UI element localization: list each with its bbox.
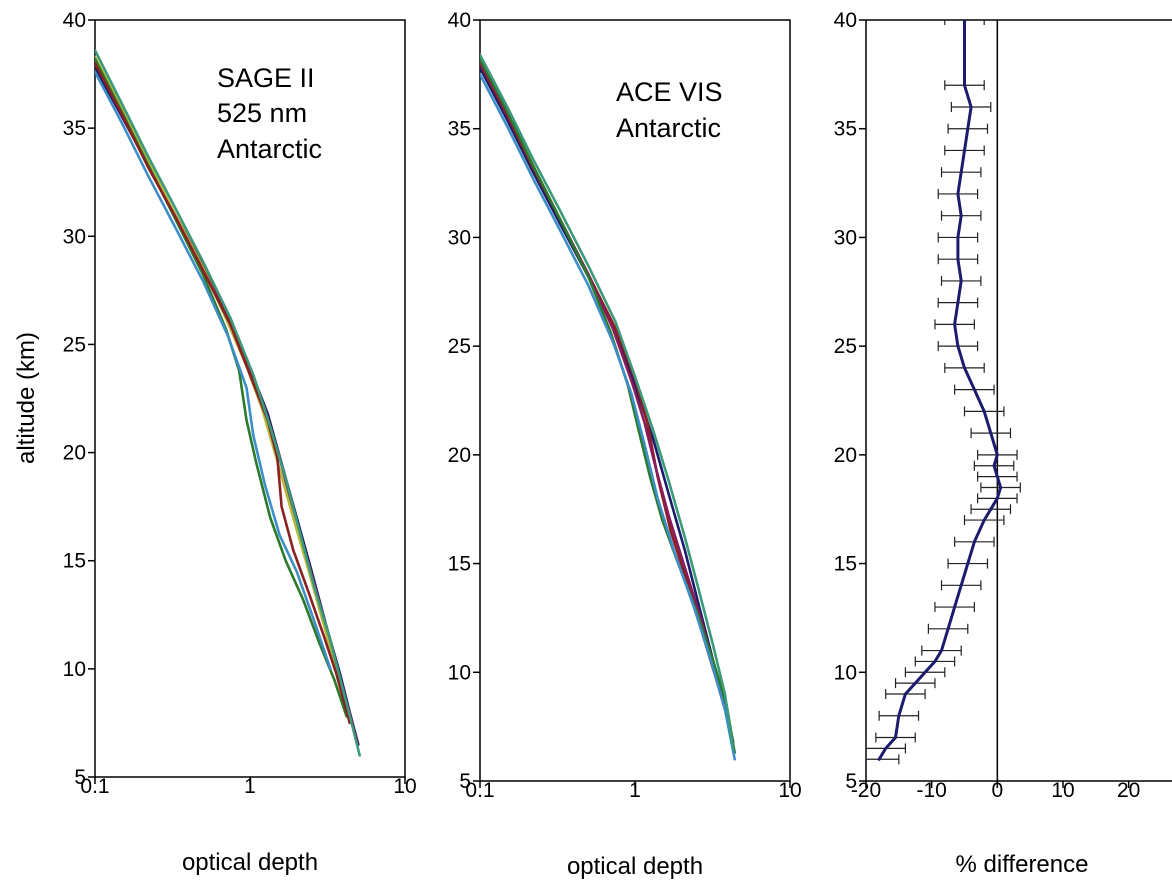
y-axis: 5 10 15 20 25 30 35 40 xyxy=(834,9,866,793)
y-axis: 5 10 15 20 25 30 35 40 xyxy=(448,9,480,793)
series-line-4 xyxy=(480,57,737,755)
y-tick-label: 40 xyxy=(448,9,471,32)
x-axis: 0.1 1 10 xyxy=(80,775,416,798)
series-line-2 xyxy=(480,62,732,728)
x-tick-label: 0.1 xyxy=(465,779,494,802)
series-group xyxy=(877,20,1003,761)
annotation-line-2: 525 nm xyxy=(217,98,307,128)
series-line-3 xyxy=(480,59,730,722)
series-line-7 xyxy=(95,48,362,757)
x-tick-label: 20 xyxy=(1117,779,1140,802)
y-tick-label: 30 xyxy=(63,225,86,248)
y-tick-label: 10 xyxy=(63,658,86,681)
annotation-line-3: Antarctic xyxy=(217,134,322,164)
x-tick-label: 1 xyxy=(629,779,641,802)
y-tick-label: 15 xyxy=(834,553,857,576)
panel-percent-difference: 5 10 15 20 25 30 35 40 -20 -10 0 10 20 30 40 % differ… xyxy=(834,9,1172,878)
y-tick-label: 15 xyxy=(448,553,471,576)
series-line-1 xyxy=(480,66,735,744)
panel-sage-ii: 5 10 15 20 25 30 35 40 0.1 1 10 SAGE II 525 nm An… xyxy=(13,9,417,876)
series-line-5 xyxy=(480,73,737,761)
y-tick-label: 30 xyxy=(448,226,471,249)
x-tick-label: 10 xyxy=(778,779,801,802)
series-group xyxy=(480,53,737,761)
y-tick-label: 40 xyxy=(834,9,857,32)
y-tick-label: 5 xyxy=(74,766,86,789)
y-tick-label: 35 xyxy=(63,117,86,140)
x-axis-label: optical depth xyxy=(182,849,318,876)
y-tick-label: 25 xyxy=(448,335,471,358)
annotation-line-2: Antarctic xyxy=(616,113,721,143)
y-tick-label: 20 xyxy=(834,444,857,467)
y-tick-label: 40 xyxy=(63,9,86,32)
series-line-1 xyxy=(877,20,1003,761)
x-axis-label: optical depth xyxy=(567,853,703,880)
x-tick-label: 10 xyxy=(393,775,416,798)
y-tick-label: 25 xyxy=(834,335,857,358)
panel-ace-vis: 5 10 15 20 25 30 35 40 0.1 1 10 ACE VIS Antarctic… xyxy=(448,9,802,880)
y-tick-label: 35 xyxy=(834,118,857,141)
y-tick-label: 15 xyxy=(63,550,86,573)
y-tick-label: 25 xyxy=(63,333,86,356)
x-axis-label: % difference xyxy=(956,851,1089,878)
x-tick-label: -20 xyxy=(851,779,881,802)
x-tick-label: 0 xyxy=(991,779,1003,802)
x-axis: -20-10010203040 xyxy=(851,779,1141,802)
annotation-line-1: SAGE II xyxy=(217,63,315,93)
error-bar xyxy=(944,20,985,25)
series-line-6 xyxy=(95,70,332,671)
y-tick-label: 30 xyxy=(834,226,857,249)
y-tick-label: 10 xyxy=(448,661,471,684)
y-tick-label: 20 xyxy=(63,442,86,465)
annotation-line-1: ACE VIS xyxy=(616,77,723,107)
series-group xyxy=(95,48,362,757)
y-axis: 5 10 15 20 25 30 35 40 xyxy=(63,9,95,789)
y-tick-label: 10 xyxy=(834,661,857,684)
x-tick-label: 10 xyxy=(1051,779,1074,802)
y-tick-label: 20 xyxy=(448,444,471,467)
y-axis-label: altitude (km) xyxy=(13,332,40,464)
x-tick-label: 0.1 xyxy=(80,775,109,798)
y-tick-label: 5 xyxy=(459,770,471,793)
series-line-6 xyxy=(480,53,735,750)
y-tick-label: 5 xyxy=(845,770,857,793)
x-axis: 0.1 1 10 xyxy=(465,779,801,802)
x-tick-label: -10 xyxy=(916,779,946,802)
y-tick-label: 35 xyxy=(448,118,471,141)
x-tick-label: 1 xyxy=(244,775,256,798)
